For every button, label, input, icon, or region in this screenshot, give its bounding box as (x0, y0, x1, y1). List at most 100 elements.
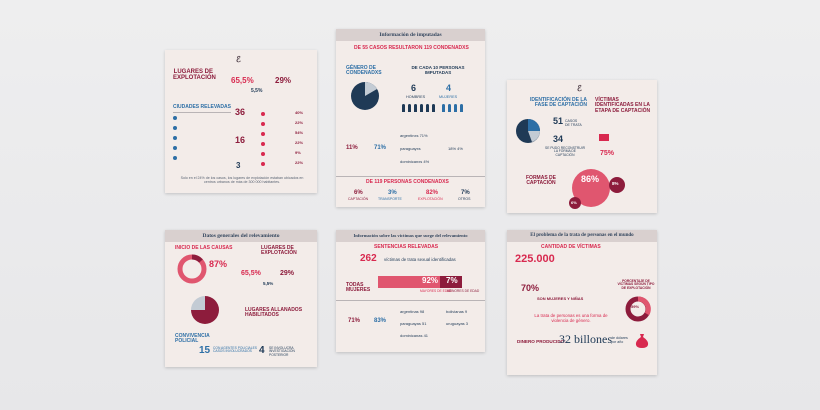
card4-title4: CONVIVENCIA POLICIAL (175, 333, 210, 345)
card2-stat: 82% (426, 190, 439, 196)
card1-pct-row: 22% (295, 160, 304, 165)
card5-pct7: 7% (446, 276, 458, 285)
card6-donut (625, 296, 651, 322)
card3-pie (516, 119, 540, 143)
card1-pct-row: 54% (295, 130, 304, 135)
card5-lbl92: MAYORES DE EDAD (420, 289, 452, 293)
card1-pct3: 5,5% (251, 88, 263, 94)
card2-stat-label: TRANSPORTE (378, 197, 402, 201)
card2-gender-pie (351, 82, 379, 110)
card5-pct71: 71% (348, 318, 361, 324)
card4-pct655: 65,5% (241, 270, 261, 277)
card3-forms-circles (569, 169, 625, 209)
card4-lbl4: SE INVOLUCRA INVESTIGACIÓN POSTERIOR (269, 346, 295, 357)
card2-pct-ext: 11% (346, 145, 358, 151)
card5-row: bolivianas 9 (446, 309, 468, 314)
card6-pct-right: PORCENTAJE DE VÍCTIMAS SEGÚN TIPO DE EXP… (617, 279, 655, 290)
card6-title: CANTIDAD DE VÍCTIMAS (541, 244, 601, 250)
card3-n34-label: SE PUDO RECONSTRUIR LA FORMA DE CAPTACIÓ… (545, 146, 585, 157)
card1-n2: 16 (235, 135, 246, 145)
card-fase-captacion: ℰ IDENTIFICACIÓN DE LA FASE DE CAPTACIÓN… (507, 80, 657, 213)
card4-title3: LUGARES ALLANADOS HABILITADOS (245, 307, 303, 319)
card5-row: argentinas 98 (400, 309, 425, 314)
card6-pct59: 59% (631, 304, 640, 309)
card2-per10: DE CADA 10 PERSONAS IMPUTADAS (411, 65, 465, 75)
card1-n1: 36 (235, 107, 246, 117)
card5-n262-label: víctimas de trata sexual identificadas (384, 257, 456, 262)
card3-title2: VÍCTIMAS IDENTIFICADAS EN LA ETAPA DE CA… (595, 97, 651, 114)
card-victimas-relevamiento: Información sobre las víctimas que surge… (336, 230, 485, 352)
card2-stat-label: OTROS (458, 197, 471, 201)
card1-sub-title: CIUDADES RELEVADAS (173, 104, 231, 110)
card2-stat: 3% (388, 190, 397, 196)
card5-row: paraguayas 51 (400, 321, 427, 326)
card5-pct92: 92% (422, 276, 439, 285)
card2-stat: 6% (354, 190, 363, 196)
card3-pct8: 8% (612, 181, 619, 186)
card4-donut (177, 254, 207, 284)
card1-pct2: 29% (275, 76, 292, 85)
card6-lbl70: SON MUJERES Y NIÑAS (537, 296, 584, 301)
card3-n51: 51 (553, 116, 564, 126)
card5-title: SENTENCIAS RELEVADAS (374, 244, 439, 250)
card1-title: LUGARES DE EXPLOTACIÓN (173, 69, 216, 82)
card-trata-mundo: El problema de la trata de personas en e… (507, 230, 657, 375)
card2-row: 18% 4% (448, 146, 463, 151)
card5-lbl7: MENORES DE EDAD (447, 289, 480, 293)
card1-footer: Solo en el 24% de los casos, los lugares… (180, 176, 304, 184)
card-datos-generales: Datos generales del relevamiento INICIO … (165, 230, 317, 367)
card2-women-label: MUJERES (439, 95, 458, 99)
card1-pct-row: 22% (295, 120, 304, 125)
money-bag-icon (635, 334, 649, 348)
brand-logo-icon: ℰ (577, 84, 582, 93)
card2-row: paraguayxs (400, 146, 421, 151)
card2-row: dominicanxs 4% (400, 159, 430, 164)
card4-pct87: 87% (209, 259, 228, 269)
card6-pct70: 70% (521, 283, 540, 293)
card2-men: 6 (411, 83, 417, 93)
card2-pct-arg: 71% (374, 145, 387, 151)
card3-pct6: 6% (571, 200, 577, 205)
card1-pct-row: 9% (295, 150, 301, 155)
card6-mid: La trata de personas es una forma de vio… (534, 313, 608, 323)
card4-header: Datos generales del relevamiento (165, 230, 317, 242)
card3-pct86: 86% (581, 174, 600, 184)
brand-logo-icon: ℰ (236, 55, 241, 64)
card5-todas: TODAS MUJERES (346, 282, 371, 294)
card6-header: El problema de la trata de personas en e… (507, 230, 657, 242)
card4-title2: LUGARES DE EXPLOTACIÓN (261, 245, 297, 257)
card3-title1: IDENTIFICACIÓN DE LA FASE DE CAPTACIÓN (530, 97, 587, 109)
card3-title3: FORMAS DE CAPTACIÓN (526, 175, 556, 187)
card1-n3: 3 (236, 161, 241, 170)
card2-stat-label: CAPTACIÓN (348, 197, 369, 201)
card3-n34: 34 (553, 134, 564, 144)
card5-row: dominicanas 41 (400, 333, 429, 338)
card2-stat: 7% (461, 190, 470, 196)
card1-pct1: 65,5% (231, 76, 254, 85)
card2-stat-label: EXPLOTACIÓN (418, 197, 443, 201)
card2-men-label: HOMBRES (406, 95, 426, 99)
card5-pct83: 83% (374, 318, 387, 324)
card6-big: 225.000 (515, 253, 555, 265)
card-informacion-imputadas: Información de imputadas DE 55 CASOS RES… (336, 29, 485, 207)
card2-gender-title: GÉNERO DE CONDENADXS (346, 65, 382, 77)
card4-half-pie (191, 296, 219, 324)
card4-pct55: 5,5% (263, 281, 274, 286)
card4-title1: INICIO DE LAS CAUSAS (175, 245, 233, 251)
card6-money-label: DINERO PRODUCIDO: (517, 339, 566, 344)
card5-n262: 262 (360, 253, 377, 264)
card2-header: Información de imputadas (336, 29, 485, 41)
card3-pct75: 75% (600, 150, 615, 157)
card6-money-unit: de dólares por año (611, 336, 628, 344)
card2-lead2: DE 119 PERSONAS CONDENADXS (366, 179, 449, 185)
card4-n15: 15 (199, 345, 211, 356)
card1-pct-row: 40% (295, 110, 304, 115)
card3-n51-label: CASOS DE TRATA (565, 119, 582, 127)
card4-lbl15: CON AGENTES POLICIALES CASOS INVOLUCRADO… (213, 346, 257, 354)
card-lugares-explotacion: ℰ LUGARES DE EXPLOTACIÓN 65,5% 29% 5,5% … (165, 50, 317, 193)
card2-lead: DE 55 CASOS RESULTARON 119 CONDENADXS (354, 45, 469, 51)
card1-pct-row: 22% (295, 140, 304, 145)
card5-header: Información sobre las víctimas que surge… (336, 230, 485, 242)
card6-money: 32 billones (559, 332, 612, 346)
